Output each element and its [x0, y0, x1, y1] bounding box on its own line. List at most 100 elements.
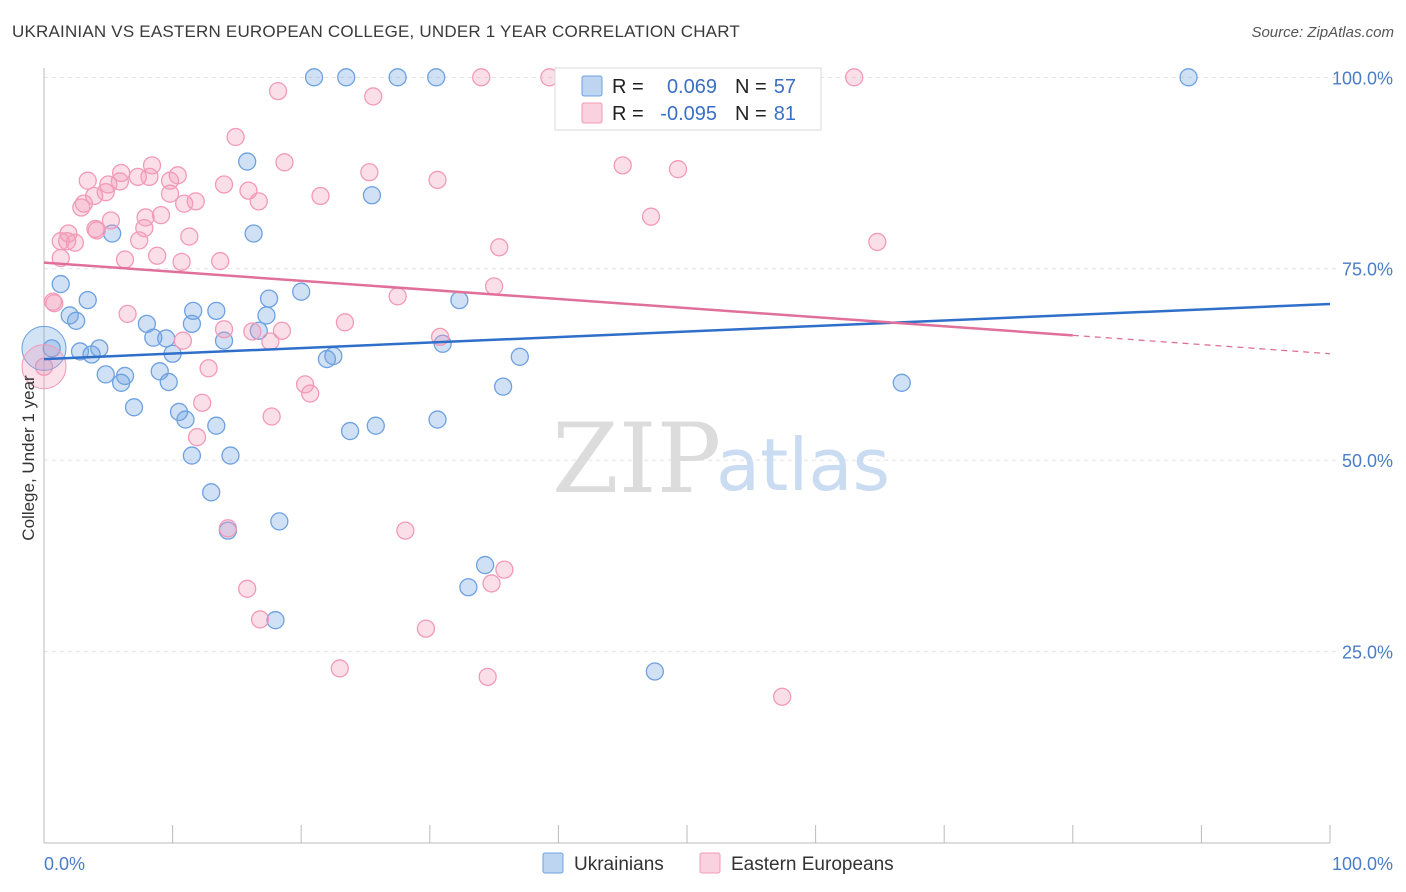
axes [43, 68, 1331, 844]
ukrainian-point [270, 512, 289, 531]
eastern-european-point [160, 184, 180, 203]
eastern-european-point [478, 667, 497, 686]
eastern-european-point [110, 172, 130, 191]
ukrainian-point [103, 224, 122, 243]
trend-lines [43, 261, 1331, 361]
ukrainian-point [238, 152, 257, 171]
eastern-european-point [868, 232, 887, 252]
eastern-european-point [416, 619, 436, 638]
eastern-european-point [641, 207, 661, 226]
eastern-european-point [72, 198, 91, 217]
eastern-european-point [78, 171, 97, 190]
eastern-european-point [275, 153, 294, 172]
ukrainian-point [221, 446, 240, 465]
ukrainian-point [366, 416, 385, 435]
ukrainian-point [292, 282, 311, 301]
legend-r-label: R = [612, 103, 644, 125]
legend-r-label: R = [612, 76, 644, 98]
watermark-zip: ZIP [552, 403, 721, 515]
eastern-european-point [101, 211, 121, 230]
ukrainian-point [362, 186, 382, 205]
ukrainian-point [182, 446, 202, 465]
eastern-european-point [211, 251, 230, 271]
eastern-european-point [193, 393, 212, 412]
eastern-european-point [130, 231, 149, 250]
ukrainian-point [892, 373, 911, 392]
chart-title: UKRAINIAN VS EASTERN EUROPEAN COLLEGE, U… [12, 22, 740, 41]
eastern-european-point [495, 560, 514, 579]
eastern-european-point [249, 192, 268, 211]
ukrainian-point [450, 290, 469, 310]
eastern-european-trend-line [43, 261, 1073, 337]
ukrainian-point [67, 311, 86, 330]
eastern-european-point [311, 186, 330, 206]
series-legend-swatch-eastern-europeans [699, 852, 721, 874]
eastern-european-point [148, 246, 167, 265]
eastern-european-point [773, 687, 792, 706]
eastern-european-point [43, 292, 63, 311]
ukrainian-point [257, 306, 276, 325]
eastern-european-point [428, 170, 447, 190]
eastern-european-point [668, 160, 688, 179]
eastern-european-point [330, 659, 349, 678]
eastern-european-point [115, 250, 135, 269]
eastern-european-point [173, 331, 193, 350]
eastern-european-point [261, 332, 280, 351]
y-tick-labels: 25.0% 50.0% 75.0% 100.0% [1332, 68, 1393, 662]
eastern-european-trend-extension [1072, 334, 1331, 355]
eastern-european-point [482, 574, 501, 593]
eastern-european-point [59, 224, 78, 243]
y-tick-label: 50.0% [1342, 451, 1393, 471]
ukrainian-point [78, 290, 97, 310]
series-legend-label: Eastern Europeans [731, 854, 894, 875]
ukrainian-trend-line [43, 302, 1331, 361]
eastern-european-point [396, 521, 415, 540]
ukrainian-point [1179, 68, 1198, 87]
x-tick-label: 100.0% [1332, 854, 1393, 874]
legend-n-label: N = [735, 103, 767, 125]
legend-n-label: N = [735, 76, 767, 98]
eastern-european-point [490, 238, 509, 257]
eastern-european-point [186, 192, 205, 211]
y-tick-label: 25.0% [1342, 643, 1393, 663]
data-points [21, 68, 1198, 706]
ukrainian-point [144, 328, 163, 347]
ukrainian-point [90, 339, 109, 358]
legend-r-value: -0.095 [660, 103, 717, 125]
ukrainian-point [388, 68, 407, 87]
ukrainian-point [207, 416, 226, 435]
eastern-european-point [180, 227, 199, 246]
ukrainian-point [259, 289, 279, 308]
eastern-european-point [484, 277, 504, 296]
eastern-european-point [301, 384, 320, 403]
stats-legend: R = 0.069 N = 57 R = -0.095 N = 81 [554, 67, 822, 131]
ukrainian-point [176, 410, 195, 429]
stats-legend-box [554, 67, 822, 131]
eastern-european-point [85, 186, 104, 206]
y-tick-label: 100.0% [1332, 68, 1393, 88]
legend-r-value: 0.069 [667, 76, 717, 98]
ukrainian-point [42, 339, 61, 358]
eastern-european-point [243, 322, 262, 341]
ukrainian-point [340, 421, 360, 441]
eastern-european-point [140, 167, 159, 187]
ukrainian-point [304, 68, 324, 87]
ukrainian-point [475, 555, 495, 575]
y-axis-label: College, Under 1 year [19, 375, 38, 541]
ukrainian-point [157, 329, 176, 348]
eastern-european-point [151, 205, 171, 225]
eastern-european-point [142, 156, 162, 175]
eastern-european-point [86, 219, 105, 239]
eastern-european-point [388, 287, 407, 306]
eastern-european-point [214, 175, 234, 194]
ukrainian-point [159, 372, 178, 392]
eastern-european-point [472, 68, 491, 87]
eastern-european-point [364, 87, 383, 106]
watermark: ZIP atlas [552, 403, 890, 515]
ukrainian-point [459, 578, 478, 597]
ukrainian-point [266, 611, 285, 630]
eastern-european-point [160, 171, 180, 190]
eastern-european-point [218, 519, 238, 538]
ukrainian-point [207, 301, 226, 320]
